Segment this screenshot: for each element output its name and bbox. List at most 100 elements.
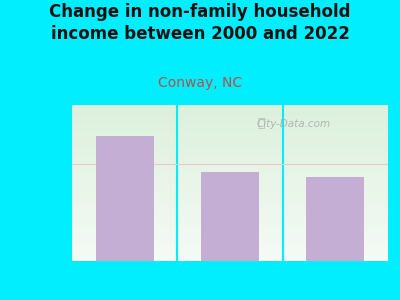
Bar (72, 258, 388, 260)
Bar (72, 166, 388, 167)
Bar (72, 194, 388, 196)
Text: Change in non-family household
income between 2000 and 2022: Change in non-family household income be… (49, 3, 351, 43)
Bar (72, 214, 388, 216)
Bar (72, 202, 388, 203)
Bar (72, 130, 388, 131)
Bar (72, 158, 388, 160)
Bar (72, 208, 388, 209)
Bar (72, 197, 388, 199)
Bar (72, 191, 388, 192)
Bar (72, 250, 388, 252)
Bar (72, 205, 388, 206)
Bar (72, 174, 388, 175)
Bar (72, 247, 388, 248)
Bar (72, 147, 388, 149)
Bar (72, 144, 388, 146)
Bar (72, 142, 388, 144)
Bar (72, 230, 388, 231)
Bar (72, 231, 388, 233)
Bar (72, 152, 388, 153)
Text: ⦿: ⦿ (258, 117, 265, 130)
Bar (72, 200, 388, 202)
Bar (72, 122, 388, 124)
Bar (72, 224, 388, 225)
Text: City-Data.com: City-Data.com (256, 119, 330, 129)
Bar (72, 209, 388, 211)
Bar (72, 236, 388, 238)
Bar (72, 106, 388, 108)
Bar (72, 255, 388, 256)
Bar (72, 108, 388, 110)
Bar (201, 172, 259, 261)
Bar (72, 217, 388, 219)
Bar (72, 245, 388, 247)
Bar (72, 163, 388, 164)
Bar (72, 135, 388, 136)
Bar (72, 138, 388, 139)
Bar (72, 124, 388, 125)
Bar (72, 228, 388, 230)
Bar (72, 253, 388, 255)
Bar (72, 150, 388, 152)
Bar (72, 119, 388, 121)
Bar (72, 164, 388, 166)
Bar (72, 155, 388, 157)
Bar (72, 219, 388, 220)
Bar (306, 177, 364, 261)
Bar (72, 188, 388, 189)
Bar (72, 239, 388, 241)
Bar (72, 160, 388, 161)
Bar (72, 121, 388, 122)
Bar (72, 216, 388, 217)
Bar (72, 172, 388, 174)
Bar (72, 116, 388, 118)
Bar (72, 222, 388, 224)
Bar (72, 114, 388, 116)
Bar (72, 206, 388, 208)
Bar (72, 186, 388, 188)
Bar (72, 235, 388, 236)
Bar (72, 118, 388, 119)
Bar (72, 192, 388, 194)
Bar (72, 225, 388, 227)
Bar (72, 211, 388, 213)
Bar (72, 238, 388, 239)
Bar (72, 177, 388, 178)
Bar (72, 170, 388, 172)
Bar (72, 111, 388, 113)
Bar (72, 146, 388, 147)
Bar (72, 161, 388, 163)
Bar (72, 220, 388, 222)
Bar (96, 136, 154, 261)
Bar (72, 178, 388, 180)
Bar (72, 252, 388, 253)
Bar (72, 110, 388, 111)
Bar (72, 131, 388, 133)
Bar (72, 105, 388, 106)
Text: Conway, NC: Conway, NC (158, 76, 242, 91)
Bar (72, 189, 388, 191)
Bar (72, 196, 388, 197)
Bar (72, 184, 388, 186)
Bar (72, 157, 388, 158)
Bar (72, 180, 388, 182)
Bar (72, 227, 388, 228)
Bar (72, 167, 388, 169)
Bar (72, 125, 388, 127)
Bar (72, 182, 388, 183)
Bar (72, 183, 388, 184)
Bar (72, 113, 388, 114)
Bar (72, 242, 388, 244)
Bar (72, 127, 388, 128)
Bar (72, 133, 388, 135)
Bar (72, 128, 388, 130)
Bar (72, 256, 388, 258)
Bar (72, 248, 388, 250)
Bar (72, 139, 388, 141)
Bar (72, 175, 388, 177)
Bar (72, 233, 388, 235)
Bar (72, 203, 388, 205)
Bar (72, 213, 388, 214)
Bar (72, 169, 388, 170)
Bar (72, 141, 388, 142)
